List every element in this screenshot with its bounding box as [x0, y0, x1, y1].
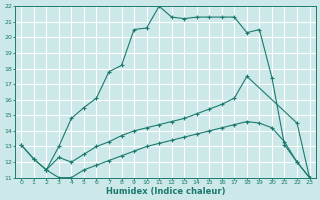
X-axis label: Humidex (Indice chaleur): Humidex (Indice chaleur): [106, 187, 225, 196]
